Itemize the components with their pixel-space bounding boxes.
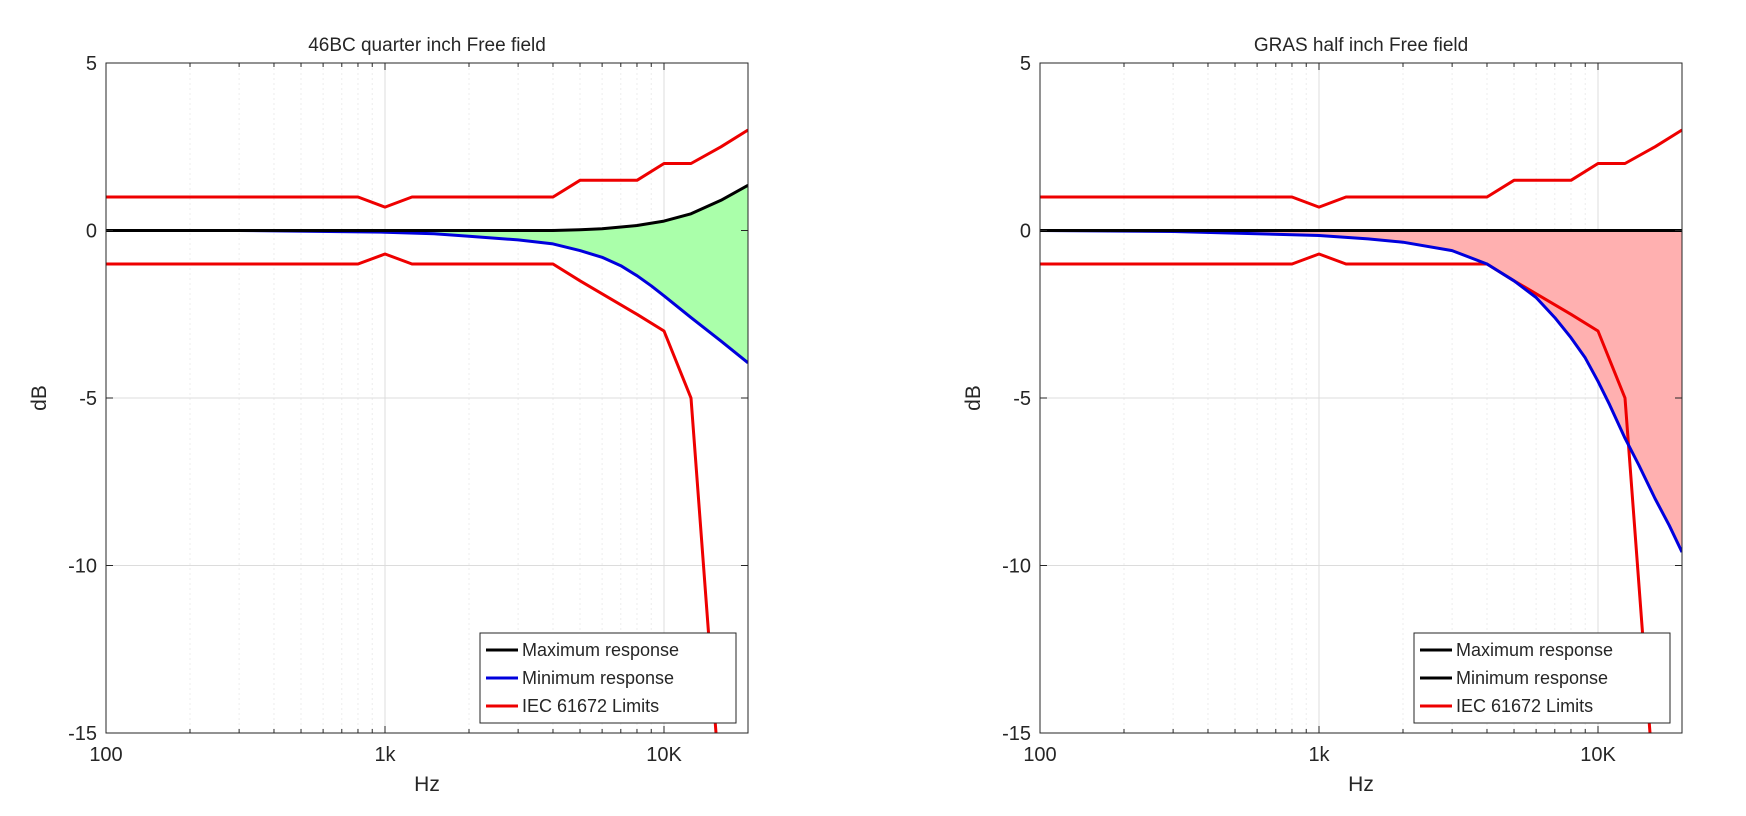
y-tick-label: -10: [1002, 556, 1031, 578]
x-tick-label: 100: [89, 744, 122, 766]
x-tick-label: 1k: [374, 744, 396, 766]
y-tick-label: -15: [1002, 723, 1031, 745]
legend-entry-label: IEC 61672 Limits: [1456, 696, 1593, 716]
y-tick-label: -10: [68, 556, 97, 578]
legend-entry-label: Maximum response: [522, 640, 679, 660]
x-tick-label: 1k: [1308, 744, 1330, 766]
x-axis-title: Hz: [414, 773, 440, 796]
y-tick-label: 5: [86, 53, 97, 75]
legend-box: [479, 632, 737, 724]
x-tick-label: 100: [1023, 744, 1056, 766]
y-axis-title: dB: [962, 385, 985, 411]
y-tick-label: -5: [1013, 388, 1031, 410]
legend-entry-label: Minimum response: [1456, 668, 1608, 688]
series-line-iec-upper-limit: [1040, 128, 1682, 209]
legend-entry-label: Minimum response: [522, 668, 674, 688]
y-tick-label: -15: [68, 723, 97, 745]
x-tick-label: 10K: [1580, 744, 1616, 766]
y-tick-label: 5: [1020, 53, 1031, 75]
series-line-minimum-response: [1040, 229, 1682, 553]
legend-box: [1413, 632, 1671, 724]
chart-title: 46BC quarter inch Free field: [308, 35, 546, 56]
fill-region: [1040, 230, 1682, 553]
y-axis-title: dB: [28, 385, 51, 411]
y-tick-label: 0: [86, 221, 97, 243]
legend-entry-label: Maximum response: [1456, 640, 1613, 660]
legend: Maximum response Minimum response IEC 6167…: [1413, 632, 1671, 724]
legend: Maximum response Minimum response IEC 6167…: [479, 632, 737, 724]
chart-title: GRAS half inch Free field: [1254, 35, 1468, 56]
series-line-minimum-response: [106, 229, 748, 364]
x-tick-label: 10K: [646, 744, 682, 766]
chart-panel-2: 100 1k 10K 5 0 -5 -10 -15 GRAS half inch Free fi…: [962, 35, 1683, 796]
legend-entry-label: IEC 61672 Limits: [522, 696, 659, 716]
y-tick-label: 0: [1020, 221, 1031, 243]
chart-panel-1: 100 1k 10K 5 0 -5 -10 -15 46BC quarter inch Free…: [28, 35, 749, 796]
y-tick-label: -5: [79, 388, 97, 410]
x-axis-title: Hz: [1348, 773, 1374, 796]
series-line-iec-upper-limit: [106, 128, 748, 209]
series-line-iec-lower-limit: [106, 252, 718, 733]
series-line-maximum-response: [106, 183, 748, 232]
